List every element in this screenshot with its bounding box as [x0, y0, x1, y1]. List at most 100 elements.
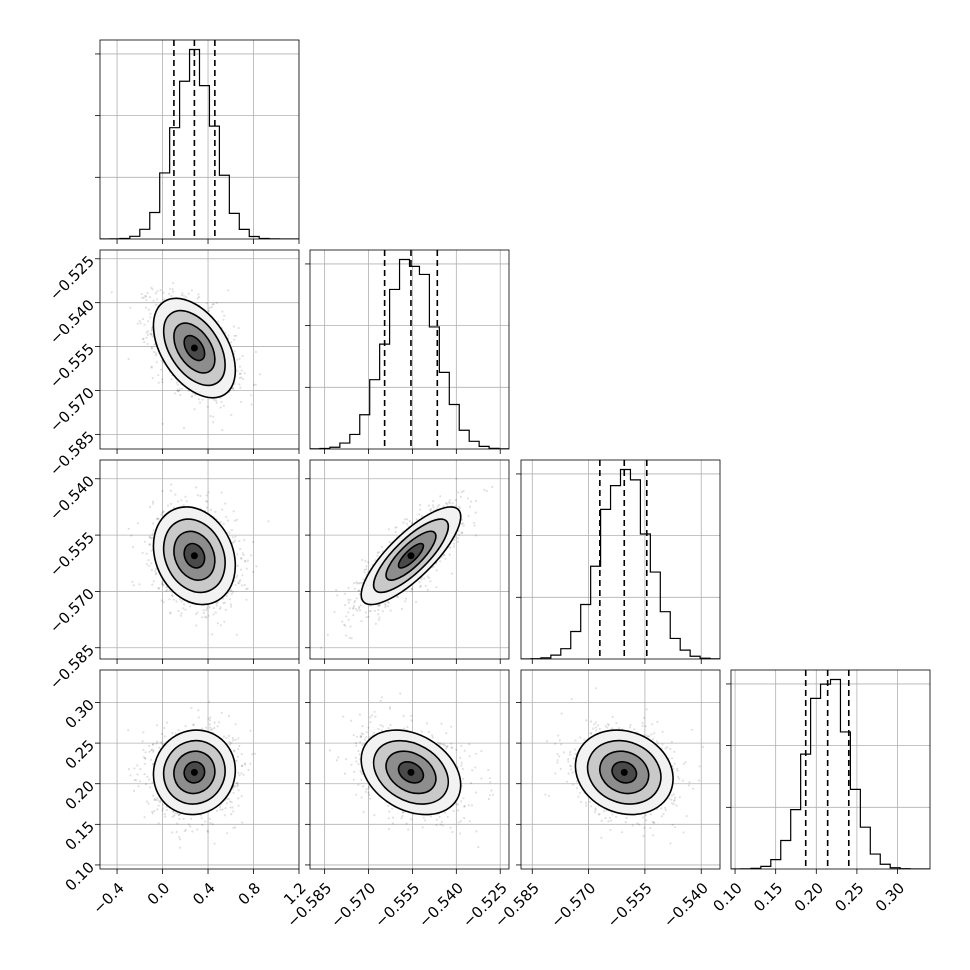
scatter-point — [160, 359, 163, 362]
scatter-point — [224, 608, 227, 611]
scatter-point — [141, 551, 144, 555]
scatter-point — [352, 606, 355, 609]
scatter-point — [146, 333, 149, 336]
scatter-point — [156, 517, 159, 520]
scatter-point — [148, 543, 151, 546]
scatter-point — [156, 517, 159, 521]
scatter-point — [215, 399, 218, 402]
scatter-point — [127, 527, 130, 530]
scatter-point — [208, 700, 211, 704]
scatter-point — [376, 551, 379, 554]
scatter-point — [419, 584, 422, 588]
scatter-point — [166, 588, 169, 591]
scatter-point — [227, 334, 230, 337]
scatter-point — [458, 533, 461, 537]
scatter-point — [223, 601, 226, 604]
scatter-point — [185, 500, 188, 503]
scatter-point — [129, 774, 132, 777]
scatter-point — [227, 289, 230, 292]
scatter-point — [242, 553, 245, 557]
scatter-point — [212, 421, 215, 424]
scatter-point — [195, 486, 198, 489]
scatter-point — [240, 568, 243, 571]
scatter-point — [240, 764, 244, 768]
scatter-point — [439, 560, 442, 563]
scatter-point — [454, 504, 457, 508]
scatter-point — [250, 554, 253, 557]
scatter-point — [157, 587, 161, 590]
scatter-point — [157, 381, 160, 384]
scatter-point — [197, 398, 200, 401]
scatter-point — [176, 389, 179, 392]
scatter-point — [153, 798, 156, 802]
scatter-point — [361, 581, 364, 585]
scatter-point — [197, 296, 201, 299]
scatter-point — [161, 809, 164, 812]
scatter-point — [141, 338, 144, 341]
scatter-point — [436, 505, 439, 508]
scatter-point — [150, 286, 153, 289]
scatter-point — [230, 341, 233, 344]
scatter-point — [254, 383, 257, 386]
scatter-point — [209, 726, 212, 729]
scatter-point — [182, 427, 186, 430]
scatter-point — [236, 369, 239, 372]
scatter-point — [161, 803, 164, 806]
scatter-point — [160, 732, 163, 736]
scatter-panel-2-0: −0.585−0.570−0.555−0.540 — [46, 459, 300, 693]
scatter-point — [210, 306, 213, 309]
scatter-point — [354, 607, 357, 611]
scatter-point — [224, 502, 227, 505]
scatter-point — [181, 292, 184, 295]
contour-line — [162, 518, 226, 594]
scatter-point — [220, 491, 223, 494]
scatter-point — [184, 828, 187, 831]
scatter-point — [211, 303, 214, 306]
scatter-point — [193, 408, 196, 411]
scatter-point — [177, 609, 180, 613]
scatter-point — [151, 583, 154, 586]
contour-line — [360, 506, 462, 606]
scatter-point — [232, 325, 236, 328]
panel-content — [100, 250, 299, 449]
scatter-point — [150, 328, 154, 331]
scatter-point — [154, 292, 157, 295]
scatter-point — [147, 308, 150, 311]
contour-line — [385, 530, 437, 581]
hist-panel-2 — [516, 459, 721, 664]
scatter-point — [236, 755, 239, 759]
scatter-point — [240, 772, 243, 775]
scatter-point — [447, 501, 450, 504]
scatter-point — [231, 806, 234, 809]
histogram-2 — [521, 468, 720, 659]
scatter-point — [234, 738, 237, 742]
scatter-point — [358, 605, 361, 609]
scatter-point — [231, 541, 234, 545]
scatter-point — [361, 558, 364, 562]
scatter-point — [206, 607, 209, 610]
scatter-point — [180, 612, 183, 615]
scatter-point — [157, 587, 160, 590]
scatter-point — [429, 508, 433, 511]
scatter-point — [432, 500, 435, 503]
scatter-point — [457, 491, 460, 494]
scatter-point — [160, 599, 163, 602]
scatter-point — [202, 609, 205, 612]
scatter-point — [432, 506, 435, 509]
scatter-point — [191, 394, 194, 397]
scatter-point — [206, 500, 209, 503]
scatter-point — [171, 288, 174, 291]
contour-line — [173, 322, 216, 374]
scatter-point — [142, 731, 145, 734]
scatter-point — [171, 595, 174, 598]
scatter-point — [452, 542, 455, 545]
scatter-point — [151, 812, 154, 815]
panel-content — [521, 460, 720, 659]
scatter-point — [359, 604, 362, 607]
scatter-point — [424, 584, 427, 588]
scatter-point — [243, 763, 246, 766]
scatter-point — [450, 572, 454, 575]
scatter-point — [162, 510, 165, 513]
scatter-point — [408, 520, 411, 523]
scatter-point — [343, 592, 346, 595]
